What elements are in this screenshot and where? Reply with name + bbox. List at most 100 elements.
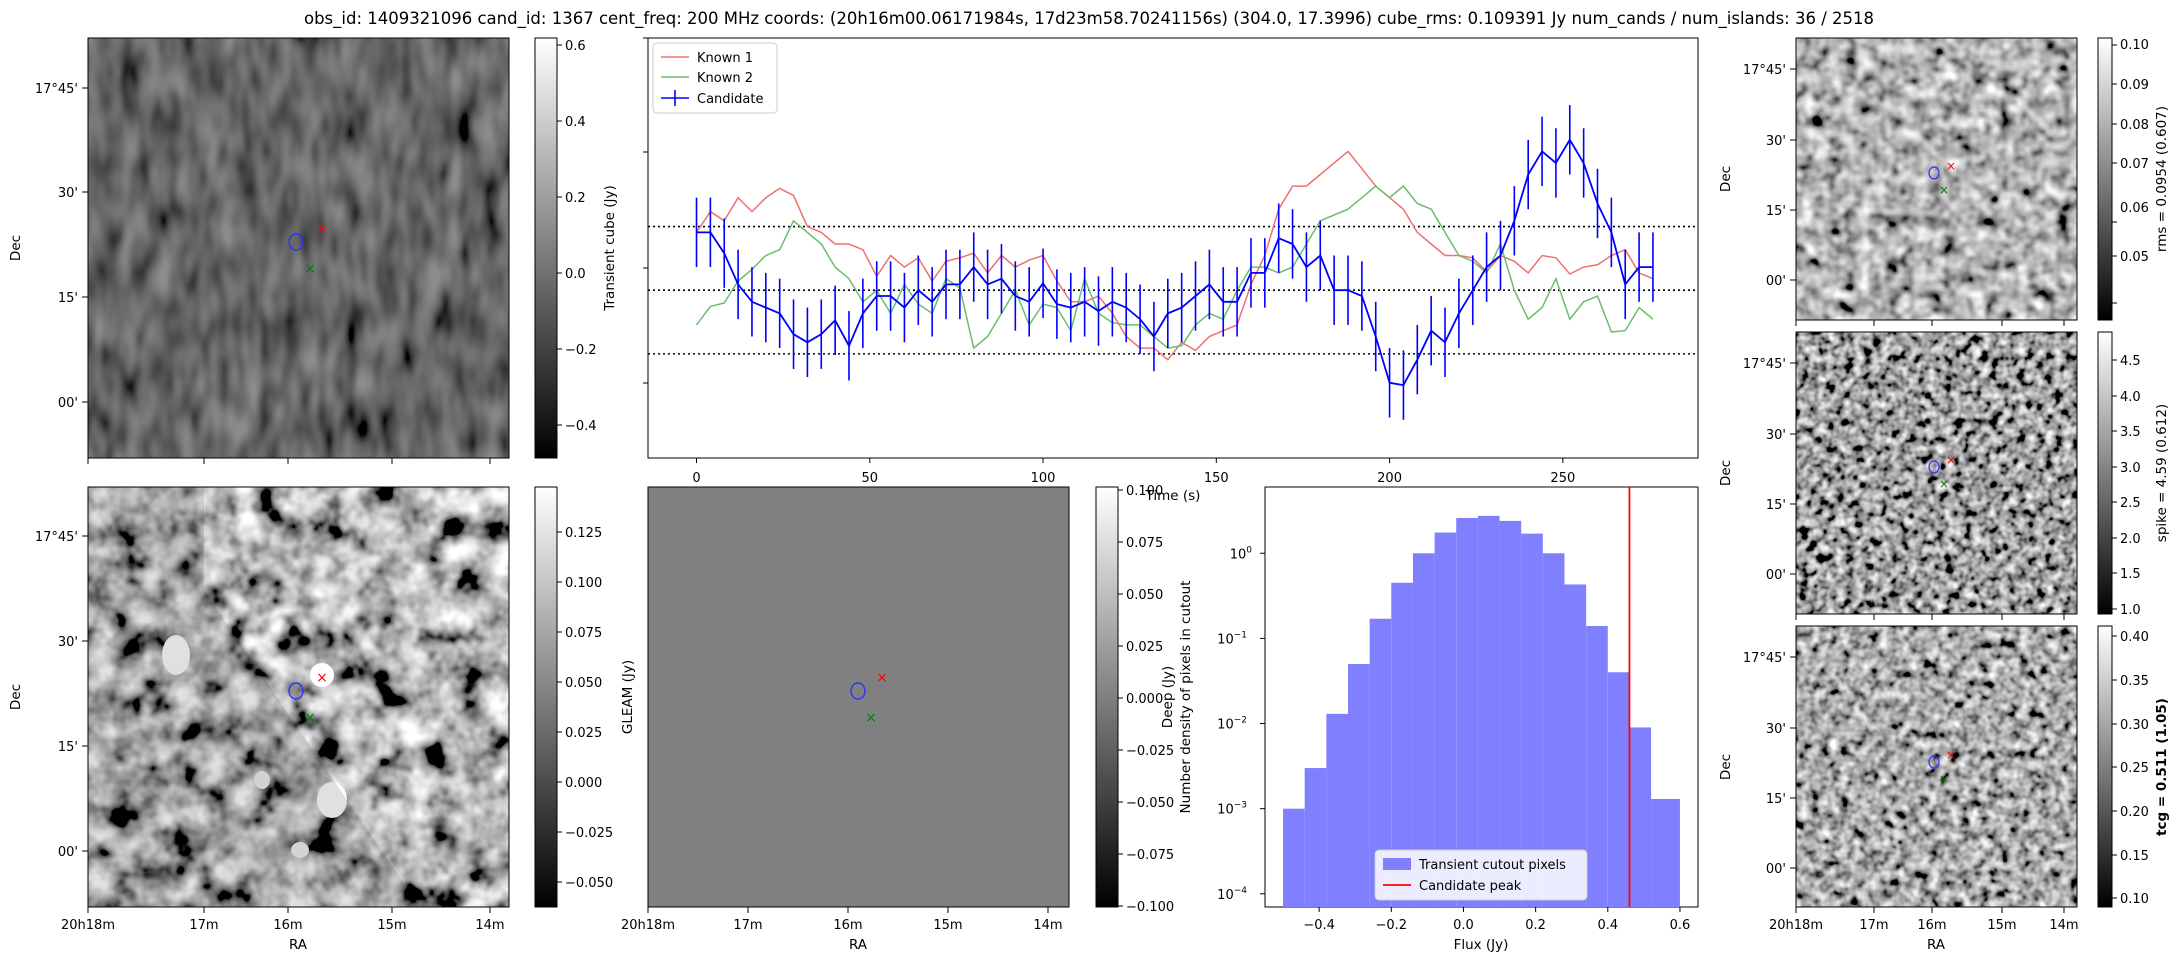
tcg-colorbar: 0.40 0.35 0.30 0.25 0.20 0.15 0.10 tcg =… bbox=[2097, 625, 2170, 908]
green-x-marker: × bbox=[1939, 477, 1949, 491]
spike-xticks bbox=[1795, 614, 2065, 620]
colorbar-gradient bbox=[534, 37, 558, 459]
ytick-label: 30' bbox=[1766, 428, 1786, 443]
histogram-deep-ylabel: Deep (Jy) bbox=[1160, 666, 1176, 728]
bright-source bbox=[317, 782, 347, 818]
xtick-label: 17m bbox=[1859, 918, 1888, 933]
bright-source bbox=[162, 635, 190, 675]
colorbar-tick-label: 4.5 bbox=[2120, 354, 2141, 369]
colorbar-tick-label: 0.0 bbox=[565, 267, 586, 282]
legend-swatch-hist bbox=[1383, 858, 1411, 870]
xtick-label: 16m bbox=[833, 918, 862, 933]
spike-colorbar: 4.5 4.0 3.5 3.0 2.5 2.0 1.5 1.0 spike = … bbox=[2097, 331, 2170, 618]
ytick-label: 00' bbox=[1766, 568, 1786, 583]
gleam-markers: × × bbox=[850, 670, 888, 726]
spike-yticks: 17°45' 30' 15' 00' bbox=[1743, 357, 1796, 583]
gleam-xlabel: RA bbox=[849, 937, 868, 953]
xtick-label: 17m bbox=[189, 918, 218, 933]
tcg-xlabel: RA bbox=[1927, 937, 1946, 953]
green-x-marker: × bbox=[304, 261, 316, 277]
gleam-colorbar: 0.100 0.075 0.050 0.025 0.000 −0.025 −0.… bbox=[1095, 484, 1174, 915]
xtick-label: −0.2 bbox=[1376, 918, 1408, 933]
colorbar-ticks: 4.5 4.0 3.5 3.0 2.5 2.0 1.5 1.0 bbox=[2112, 354, 2141, 618]
colorbar-label: spike = 4.59 (0.612) bbox=[2154, 404, 2170, 542]
xtick-label: 14m bbox=[475, 918, 504, 933]
colorbar-tick-label: 0.050 bbox=[565, 676, 602, 691]
spike-image bbox=[1796, 332, 2077, 614]
xtick-label: 16m bbox=[273, 918, 302, 933]
colorbar-ticks: 0.100 0.075 0.050 0.025 0.000 −0.025 −0.… bbox=[1118, 484, 1174, 915]
xtick-label: 0.0 bbox=[1453, 918, 1474, 933]
legend-label: Known 1 bbox=[697, 51, 753, 66]
deep-xticks: 20h18m 17m 16m 15m 14m bbox=[61, 907, 505, 933]
colorbar-gradient bbox=[2097, 625, 2113, 908]
suptitle: obs_id: 1409321096 cand_id: 1367 cent_fr… bbox=[304, 9, 1874, 29]
hist-bar bbox=[1326, 713, 1348, 907]
candidate-ellipse bbox=[850, 682, 866, 700]
rms-xticks bbox=[1795, 320, 2065, 326]
red-x-marker: × bbox=[316, 221, 328, 237]
light-curve-xticks: 0 50 100 150 200 250 bbox=[692, 458, 1575, 486]
colorbar-tick-label: 0.15 bbox=[2120, 849, 2149, 864]
deep-bright-sources bbox=[162, 635, 347, 858]
xtick-label: 150 bbox=[1204, 471, 1229, 486]
colorbar-tick-label: −0.4 bbox=[565, 419, 597, 434]
transient-cube-frame bbox=[87, 37, 510, 459]
ytick-label: 15' bbox=[58, 740, 78, 755]
colorbar-tick-label: −0.025 bbox=[565, 826, 613, 841]
tcg-panel: × × 17°45' 30' 15' 00' 20h18m 17m 16m 15… bbox=[1718, 625, 2079, 953]
rms-image bbox=[1796, 38, 2077, 320]
colorbar-tick-label: −0.025 bbox=[1126, 744, 1174, 759]
hist-bar bbox=[1499, 520, 1522, 907]
histogram-xlabel: Flux (Jy) bbox=[1454, 937, 1509, 953]
ytick-label: 15' bbox=[58, 291, 78, 306]
colorbar-tick-label: 0.125 bbox=[565, 526, 602, 541]
xtick-label: 17m bbox=[733, 918, 762, 933]
spike-ylabel: Dec bbox=[1718, 460, 1734, 486]
legend-label: Candidate peak bbox=[1419, 879, 1522, 894]
deep-shaded-edge bbox=[88, 487, 420, 907]
colorbar-tick-label: 0.6 bbox=[565, 39, 586, 54]
ytick-label: 00' bbox=[58, 396, 78, 411]
colorbar-tick-label: 0.050 bbox=[1126, 588, 1163, 603]
colorbar-tick-label: −0.2 bbox=[565, 343, 597, 358]
rms-markers: × × bbox=[1928, 159, 1956, 197]
colorbar-tick-label: 0.40 bbox=[2120, 630, 2149, 645]
candidate-ellipse bbox=[1928, 460, 1940, 474]
colorbar-tick-label: −0.050 bbox=[1126, 796, 1174, 811]
xtick-label: 0.6 bbox=[1670, 918, 1691, 933]
xtick-label: 14m bbox=[1033, 918, 1062, 933]
deep-markers: × × bbox=[288, 670, 328, 726]
colorbar-tick-label: 0.25 bbox=[2120, 761, 2149, 776]
rms-ylabel: Dec bbox=[1718, 166, 1734, 192]
tcg-frame bbox=[1795, 625, 2078, 908]
bright-source bbox=[310, 663, 334, 687]
gleam-ylabel: GLEAM (Jy) bbox=[620, 660, 636, 734]
ytick-label: 10−4 bbox=[1217, 886, 1247, 903]
ytick-label: 00' bbox=[58, 845, 78, 860]
bright-source bbox=[254, 771, 270, 789]
xtick-label: 16m bbox=[1917, 918, 1946, 933]
histogram-legend: Transient cutout pixels Candidate peak bbox=[1374, 849, 1588, 901]
light-curve-panel: 0 50 100 150 200 250 Time (s) Known 1 Known 2… bbox=[643, 37, 1699, 504]
transient-cube-markers: × × bbox=[288, 221, 328, 277]
transient-cube-ylabel: Dec bbox=[8, 235, 24, 261]
hist-bar bbox=[1456, 517, 1478, 907]
legend-box bbox=[652, 42, 778, 114]
colorbar-tick-label: 0.2 bbox=[565, 191, 586, 206]
deep-xlabel: RA bbox=[289, 937, 308, 953]
legend-box bbox=[1374, 849, 1588, 901]
xtick-label: 20h18m bbox=[61, 918, 115, 933]
transient-cube-yticks: 17°45' 30' 15' 00' bbox=[35, 82, 88, 411]
series-line-known-1 bbox=[695, 150, 1654, 361]
ytick-label: 17°45' bbox=[1743, 63, 1786, 78]
candidate-ellipse bbox=[288, 682, 304, 700]
rms-frame bbox=[1795, 37, 2078, 321]
colorbar-tick-label: 3.0 bbox=[2120, 461, 2141, 476]
hist-bar bbox=[1347, 664, 1370, 907]
ytick-label: 15' bbox=[1766, 498, 1786, 513]
transient-cube-colorbar: 0.6 0.4 0.2 0.0 −0.2 −0.4 Transient cube… bbox=[534, 37, 618, 459]
hist-bar bbox=[1304, 768, 1327, 907]
rms-yticks: 17°45' 30' 15' 00' bbox=[1743, 63, 1796, 289]
